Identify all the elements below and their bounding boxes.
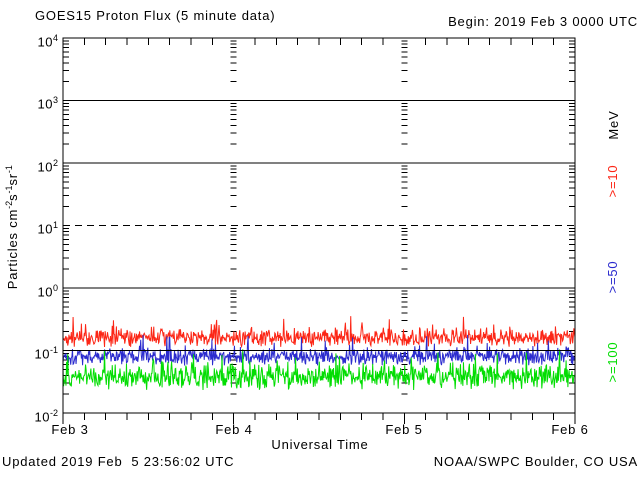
x-tick-feb3: Feb 3 — [51, 422, 89, 437]
y-tick-label: 102 — [37, 158, 58, 175]
y-axis-label: Particles cm-2s-1sr-1 — [3, 165, 21, 290]
updated-timestamp: Updated 2019 Feb 5 23:56:02 UTC — [2, 454, 235, 469]
x-axis-label: Universal Time — [271, 437, 369, 452]
x-tick-feb6: Feb 6 — [551, 422, 589, 437]
begin-time-label: Begin: 2019 Feb 3 0000 UTC — [448, 14, 638, 29]
x-tick-feb4: Feb 4 — [215, 422, 253, 437]
y-tick-label: 103 — [37, 95, 58, 112]
y-tick-label: 100 — [37, 283, 58, 300]
legend-ge100-label: >=100 — [605, 341, 620, 383]
legend-ge50-label: >=50 — [605, 260, 620, 294]
y-tick-label: 10-1 — [34, 345, 58, 362]
y-tick-label: 104 — [37, 33, 58, 50]
y-tick-label: 10-2 — [34, 408, 58, 425]
source-attribution: NOAA/SWPC Boulder, CO USA — [433, 454, 638, 469]
x-tick-feb5: Feb 5 — [385, 422, 423, 437]
y-tick-label: 101 — [37, 220, 58, 237]
legend-ge10-label: >=10 — [605, 164, 620, 198]
chart-title: GOES15 Proton Flux (5 minute data) — [35, 8, 276, 23]
